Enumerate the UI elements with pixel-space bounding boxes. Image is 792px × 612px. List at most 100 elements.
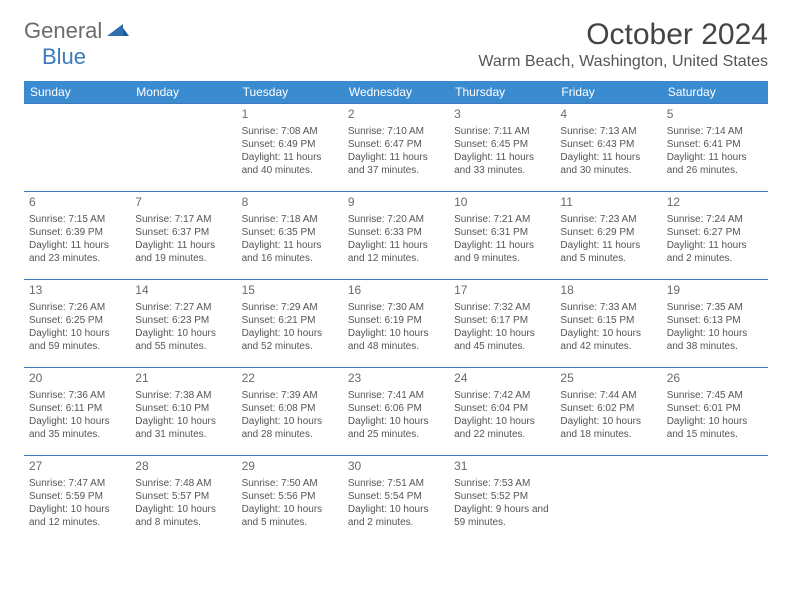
calendar-week-row: 27Sunrise: 7:47 AMSunset: 5:59 PMDayligh… (24, 456, 768, 544)
calendar-day-cell: 15Sunrise: 7:29 AMSunset: 6:21 PMDayligh… (237, 280, 343, 368)
day-number: 7 (135, 195, 231, 211)
calendar-week-row: 20Sunrise: 7:36 AMSunset: 6:11 PMDayligh… (24, 368, 768, 456)
sunrise-line: Sunrise: 7:11 AM (454, 125, 550, 138)
logo-word1: General (24, 18, 102, 43)
sunset-line: Sunset: 6:21 PM (242, 314, 338, 327)
day-number: 1 (242, 107, 338, 123)
daylight-line: Daylight: 10 hours and 45 minutes. (454, 327, 550, 353)
day-number: 15 (242, 283, 338, 299)
sunrise-line: Sunrise: 7:08 AM (242, 125, 338, 138)
sunrise-line: Sunrise: 7:24 AM (667, 213, 763, 226)
sunrise-line: Sunrise: 7:53 AM (454, 477, 550, 490)
day-number: 8 (242, 195, 338, 211)
weekday-header: Saturday (662, 81, 768, 104)
daylight-line: Daylight: 11 hours and 16 minutes. (242, 239, 338, 265)
sunset-line: Sunset: 6:10 PM (135, 402, 231, 415)
day-number: 9 (348, 195, 444, 211)
daylight-line: Daylight: 11 hours and 5 minutes. (560, 239, 656, 265)
day-number: 27 (29, 459, 125, 475)
calendar-day-cell: 31Sunrise: 7:53 AMSunset: 5:52 PMDayligh… (449, 456, 555, 544)
daylight-line: Daylight: 11 hours and 23 minutes. (29, 239, 125, 265)
weekday-header: Friday (555, 81, 661, 104)
day-number: 22 (242, 371, 338, 387)
sunset-line: Sunset: 6:43 PM (560, 138, 656, 151)
daylight-line: Daylight: 11 hours and 19 minutes. (135, 239, 231, 265)
daylight-line: Daylight: 10 hours and 18 minutes. (560, 415, 656, 441)
daylight-line: Daylight: 11 hours and 37 minutes. (348, 151, 444, 177)
sunset-line: Sunset: 6:45 PM (454, 138, 550, 151)
sunset-line: Sunset: 6:33 PM (348, 226, 444, 239)
daylight-line: Daylight: 10 hours and 31 minutes. (135, 415, 231, 441)
daylight-line: Daylight: 10 hours and 28 minutes. (242, 415, 338, 441)
sunset-line: Sunset: 6:15 PM (560, 314, 656, 327)
calendar-week-row: 13 Sunrise: 7:26 AMSunset: 6:25 PM Dayligh… (24, 280, 768, 368)
day-number: 20 (29, 371, 125, 387)
weekday-header: Monday (130, 81, 236, 104)
sunset-line: Sunset: 5:59 PM (29, 490, 125, 503)
daylight-line: Daylight: 10 hours and 42 minutes. (560, 327, 656, 353)
day-number: 19 (667, 283, 763, 299)
sunset-line: Sunset: 6:25 PM (29, 314, 125, 327)
calendar-empty-cell (24, 104, 130, 192)
daylight-line: Daylight: 10 hours and 52 minutes. (242, 327, 338, 353)
sunset-line: Sunset: 6:04 PM (454, 402, 550, 415)
sunset-line: Sunset: 6:31 PM (454, 226, 550, 239)
sunset-line: Sunset: 6:41 PM (667, 138, 763, 151)
sunrise-line: Sunrise: 7:38 AM (135, 389, 231, 402)
day-number: 18 (560, 283, 656, 299)
sunset-line: Sunset: 6:27 PM (667, 226, 763, 239)
sunrise-line: Sunrise: 7:33 AM (560, 301, 656, 314)
sunset-line: Sunset: 6:29 PM (560, 226, 656, 239)
calendar-day-cell: 7Sunrise: 7:17 AMSunset: 6:37 PMDaylight… (130, 192, 236, 280)
sunrise-line: Sunrise: 7:36 AM (29, 389, 125, 402)
calendar-day-cell: 16Sunrise: 7:30 AMSunset: 6:19 PMDayligh… (343, 280, 449, 368)
weekday-header: Wednesday (343, 81, 449, 104)
daylight-line: Daylight: 10 hours and 22 minutes. (454, 415, 550, 441)
daylight-line: Daylight: 10 hours and 5 minutes. (242, 503, 338, 529)
calendar-day-cell: 13Sunrise: 7:26 AMSunset: 6:25 PMDayligh… (24, 280, 130, 368)
calendar-day-cell: 2Sunrise: 7:10 AMSunset: 6:47 PMDaylight… (343, 104, 449, 192)
calendar-empty-cell (662, 456, 768, 544)
day-number: 16 (348, 283, 444, 299)
sunrise-line: Sunrise: 7:23 AM (560, 213, 656, 226)
title-block: October 2024 Warm Beach, Washington, Uni… (478, 18, 768, 71)
day-number: 5 (667, 107, 763, 123)
calendar-day-cell: 22Sunrise: 7:39 AMSunset: 6:08 PMDayligh… (237, 368, 343, 456)
calendar-day-cell: 25Sunrise: 7:44 AMSunset: 6:02 PMDayligh… (555, 368, 661, 456)
day-number: 25 (560, 371, 656, 387)
calendar-day-cell: 29Sunrise: 7:50 AMSunset: 5:56 PMDayligh… (237, 456, 343, 544)
sunset-line: Sunset: 6:13 PM (667, 314, 763, 327)
day-number: 11 (560, 195, 656, 211)
day-number: 4 (560, 107, 656, 123)
sunset-line: Sunset: 6:06 PM (348, 402, 444, 415)
calendar-week-row: 6Sunrise: 7:15 AMSunset: 6:39 PMDaylight… (24, 192, 768, 280)
daylight-line: Daylight: 10 hours and 55 minutes. (135, 327, 231, 353)
sunset-line: Sunset: 5:57 PM (135, 490, 231, 503)
calendar-day-cell: 20Sunrise: 7:36 AMSunset: 6:11 PMDayligh… (24, 368, 130, 456)
daylight-line: Daylight: 11 hours and 12 minutes. (348, 239, 444, 265)
day-number: 24 (454, 371, 550, 387)
daylight-line: Daylight: 10 hours and 15 minutes. (667, 415, 763, 441)
sunrise-line: Sunrise: 7:39 AM (242, 389, 338, 402)
calendar-empty-cell (130, 104, 236, 192)
day-number: 17 (454, 283, 550, 299)
calendar-day-cell: 6Sunrise: 7:15 AMSunset: 6:39 PMDaylight… (24, 192, 130, 280)
calendar-day-cell: 23Sunrise: 7:41 AMSunset: 6:06 PMDayligh… (343, 368, 449, 456)
logo-word2: Blue (24, 44, 86, 69)
day-number: 10 (454, 195, 550, 211)
day-number: 13 (29, 283, 125, 299)
calendar-day-cell: 11 Sunrise: 7:23 AMSunset: 6:29 PMDayligh… (555, 192, 661, 280)
logo-mark-icon (107, 25, 129, 42)
sunrise-line: Sunrise: 7:21 AM (454, 213, 550, 226)
weekday-header: Thursday (449, 81, 555, 104)
daylight-line: Daylight: 11 hours and 9 minutes. (454, 239, 550, 265)
sunrise-line: Sunrise: 7:26 AM (29, 301, 125, 314)
daylight-line: Daylight: 11 hours and 40 minutes. (242, 151, 338, 177)
day-number: 21 (135, 371, 231, 387)
sunrise-line: Sunrise: 7:48 AM (135, 477, 231, 490)
sunrise-line: Sunrise: 7:44 AM (560, 389, 656, 402)
sunset-line: Sunset: 5:54 PM (348, 490, 444, 503)
day-number: 3 (454, 107, 550, 123)
daylight-line: Daylight: 10 hours and 8 minutes. (135, 503, 231, 529)
sunset-line: Sunset: 6:17 PM (454, 314, 550, 327)
